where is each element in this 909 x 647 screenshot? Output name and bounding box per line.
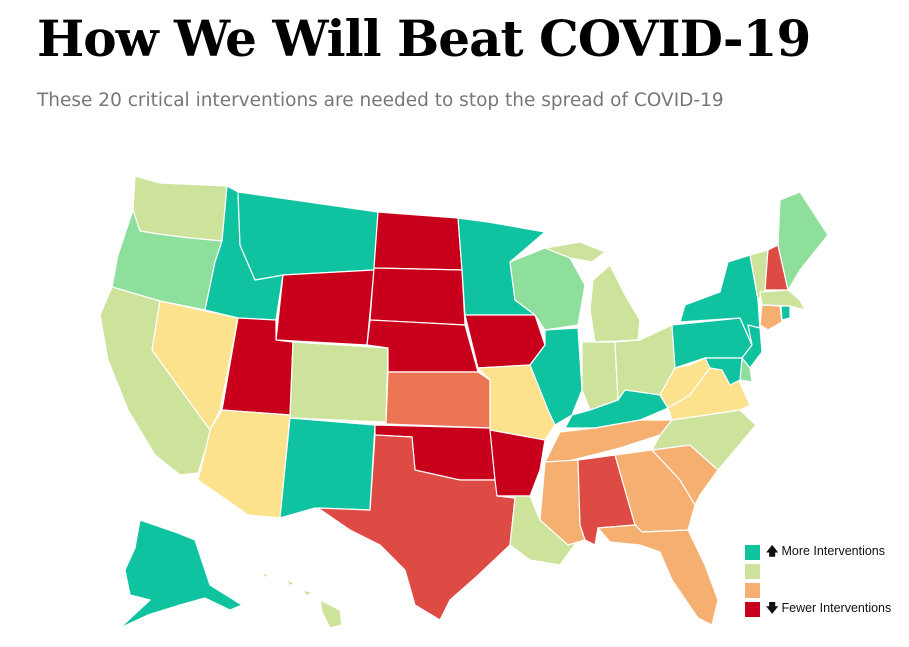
legend-label: 🡅 More Interventions <box>766 542 885 563</box>
state-KS[interactable] <box>385 371 491 429</box>
state-ND[interactable] <box>373 211 463 271</box>
state-SD[interactable] <box>369 267 466 326</box>
state-MT[interactable] <box>237 191 379 281</box>
state-HI[interactable] <box>261 571 343 629</box>
arrow-up-icon: 🡅 <box>766 544 779 558</box>
state-FL[interactable] <box>597 524 719 626</box>
state-LA[interactable] <box>496 495 579 566</box>
legend: 🡅 More Interventions 🡇 Fewer Interventio… <box>745 543 891 619</box>
state-CT[interactable] <box>759 304 783 331</box>
page-title: How We Will Beat COVID-19 <box>37 9 811 68</box>
state-CO[interactable] <box>289 341 389 423</box>
legend-item-fewer: 🡇 Fewer Interventions <box>745 600 891 619</box>
state-MI[interactable] <box>544 241 641 343</box>
state-WY[interactable] <box>275 269 375 346</box>
legend-item-mid2 <box>745 581 891 600</box>
legend-item-more: 🡅 More Interventions <box>745 543 891 562</box>
legend-swatch <box>745 602 760 617</box>
state-AR[interactable] <box>489 429 546 497</box>
state-MD[interactable] <box>704 357 743 386</box>
state-IL[interactable] <box>529 327 583 426</box>
state-NM[interactable] <box>279 417 376 519</box>
state-ME[interactable] <box>777 191 829 291</box>
legend-label: 🡇 Fewer Interventions <box>766 599 891 620</box>
state-WA[interactable] <box>132 175 228 242</box>
state-IN[interactable] <box>581 341 619 411</box>
page-subtitle: These 20 critical interventions are need… <box>37 90 724 111</box>
state-TX[interactable] <box>317 434 516 621</box>
state-AZ[interactable] <box>197 409 291 519</box>
legend-swatch <box>745 545 760 560</box>
legend-item-mid1 <box>745 562 891 581</box>
arrow-down-icon: 🡇 <box>766 601 779 615</box>
legend-swatch <box>745 564 760 579</box>
state-RI[interactable] <box>780 305 791 321</box>
state-NY[interactable] <box>679 254 761 346</box>
state-AK[interactable] <box>119 519 243 629</box>
legend-swatch <box>745 583 760 598</box>
